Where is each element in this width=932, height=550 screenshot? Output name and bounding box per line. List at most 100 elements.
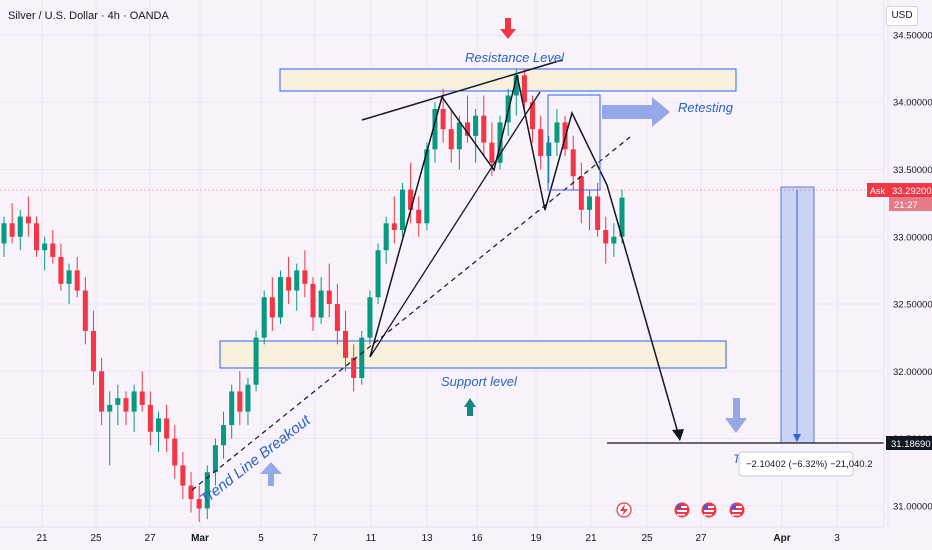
candle bbox=[155, 411, 162, 452]
candle bbox=[286, 256, 292, 305]
support-trendline-dashed[interactable] bbox=[191, 136, 631, 491]
price-tick-label: 32.50000 bbox=[893, 300, 932, 311]
candle bbox=[334, 283, 340, 345]
red-down-arrow-icon bbox=[500, 18, 516, 39]
candle bbox=[277, 270, 283, 325]
currency-button[interactable]: USD bbox=[886, 6, 918, 26]
date-axis[interactable]: 21 25 27 Mar 5 7 11 13 16 19 21 25 27 Apr 3 bbox=[0, 526, 884, 544]
price-axis[interactable]: 34.50000 34.00000 33.50000 33.00000 32.50000… bbox=[883, 0, 932, 527]
price-tick-label: 34.50000 bbox=[893, 30, 932, 41]
target-price: 31.18690 bbox=[891, 439, 931, 450]
flash-event-icon[interactable] bbox=[616, 502, 632, 518]
data-source: OANDA bbox=[129, 10, 169, 22]
candles bbox=[1, 68, 625, 522]
support-zone[interactable] bbox=[219, 340, 727, 369]
candle bbox=[554, 108, 560, 157]
candle bbox=[172, 425, 178, 479]
target-arrow-head bbox=[672, 429, 684, 441]
candle bbox=[9, 203, 15, 244]
candle bbox=[42, 236, 48, 271]
price-tick-label: 33.00000 bbox=[893, 232, 932, 243]
date-tick-label: Mar bbox=[191, 533, 209, 544]
date-tick-label: 25 bbox=[641, 533, 653, 544]
date-tick-label: 25 bbox=[90, 533, 102, 544]
blue-up-arrow-icon bbox=[260, 462, 282, 486]
candle bbox=[595, 182, 601, 237]
candle bbox=[521, 68, 527, 109]
candle bbox=[603, 216, 609, 264]
candle bbox=[237, 371, 243, 426]
retesting-label: Retesting bbox=[678, 100, 734, 115]
date-tick-label: 27 bbox=[695, 533, 707, 544]
candle bbox=[481, 95, 487, 157]
header-separator: · bbox=[122, 10, 127, 22]
pattern-path[interactable] bbox=[369, 74, 681, 441]
price-tick-label: 32.00000 bbox=[893, 367, 932, 378]
ask-tag: Ask 33.29200 21:27 bbox=[867, 183, 932, 211]
candle bbox=[74, 256, 80, 298]
candle bbox=[318, 277, 324, 325]
candle bbox=[34, 216, 40, 257]
candle bbox=[212, 438, 218, 486]
candle bbox=[269, 277, 275, 331]
candle bbox=[619, 189, 625, 244]
candle bbox=[253, 330, 259, 392]
ask-price: 33.29200 bbox=[892, 186, 932, 197]
candle bbox=[570, 135, 576, 190]
candle bbox=[448, 108, 454, 163]
candle bbox=[367, 290, 373, 345]
us-flag-event-icon[interactable] bbox=[701, 502, 717, 518]
candle bbox=[473, 108, 479, 163]
candle bbox=[90, 310, 96, 385]
price-tick-label: 34.00000 bbox=[893, 98, 932, 109]
us-flag-event-icon[interactable] bbox=[674, 502, 690, 518]
date-tick-label: 27 bbox=[144, 533, 156, 544]
candle bbox=[578, 162, 584, 224]
date-tick-label: 3 bbox=[834, 533, 840, 544]
us-flag-event-icon[interactable] bbox=[729, 502, 745, 518]
candle bbox=[107, 391, 113, 466]
candle bbox=[229, 384, 235, 439]
price-tick-label: 31.00000 bbox=[893, 501, 932, 512]
candle bbox=[424, 142, 430, 231]
date-tick-label: 19 bbox=[530, 533, 542, 544]
candle bbox=[546, 135, 552, 183]
measure-label-box bbox=[738, 451, 854, 477]
candle bbox=[416, 196, 422, 237]
candle bbox=[188, 472, 194, 513]
candle bbox=[383, 216, 389, 264]
candle bbox=[399, 182, 405, 237]
candle bbox=[611, 223, 617, 257]
candle bbox=[196, 485, 202, 522]
blue-down-arrow-icon bbox=[725, 398, 747, 433]
target-tag: 31.18690 bbox=[886, 436, 932, 450]
teal-up-arrow-icon bbox=[464, 398, 476, 416]
lower-wedge-line[interactable] bbox=[369, 91, 541, 358]
candle bbox=[1, 216, 7, 257]
resistance-label: Resistance Level bbox=[465, 50, 565, 65]
candle bbox=[221, 411, 227, 459]
candle bbox=[586, 189, 592, 231]
date-tick-label: 7 bbox=[312, 533, 318, 544]
candle bbox=[66, 263, 72, 305]
candle bbox=[302, 250, 308, 298]
candle bbox=[82, 277, 88, 345]
resistance-trendline[interactable] bbox=[361, 59, 563, 121]
measure-label: −2.10402 (−6.32%) −21,040.2 bbox=[746, 459, 873, 470]
candle bbox=[180, 451, 186, 500]
candle bbox=[310, 277, 316, 331]
candle bbox=[375, 243, 381, 305]
candle bbox=[456, 115, 462, 170]
header-separator: · bbox=[100, 10, 105, 22]
blue-right-arrow-icon bbox=[602, 97, 670, 127]
candle bbox=[351, 344, 357, 392]
resistance-zone[interactable] bbox=[279, 68, 737, 92]
candle bbox=[25, 196, 31, 237]
candle bbox=[139, 371, 145, 412]
symbol-header[interactable]: Silver / U.S. Dollar · 4h · OANDA bbox=[8, 10, 169, 22]
timeframe: 4h bbox=[107, 10, 120, 22]
date-tick-label: 21 bbox=[36, 533, 48, 544]
measure-arrow-head bbox=[793, 434, 801, 442]
